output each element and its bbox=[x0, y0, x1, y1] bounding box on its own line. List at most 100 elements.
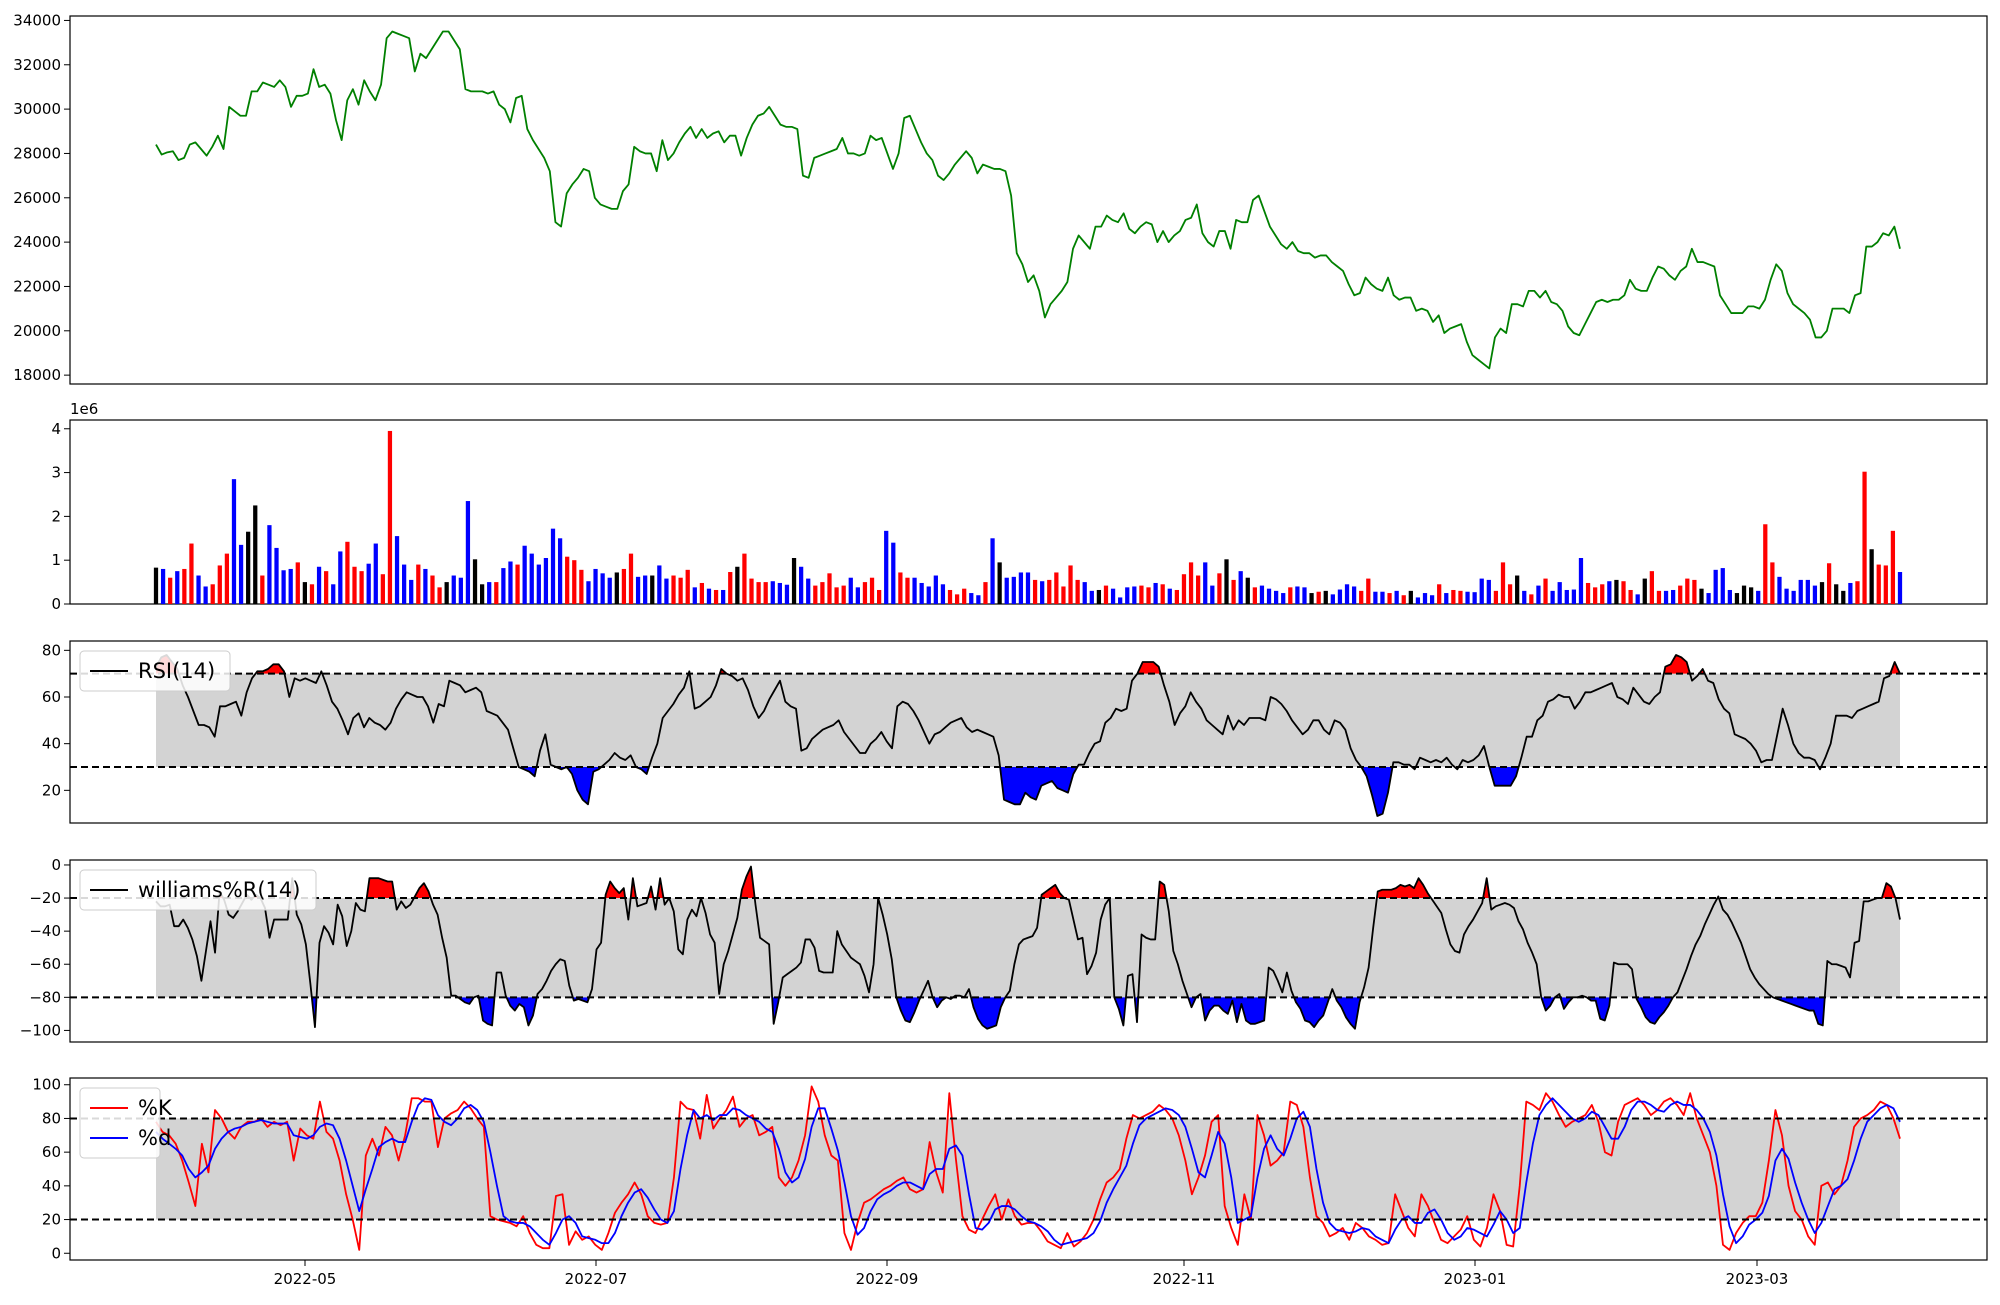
volume-bar bbox=[1557, 582, 1562, 604]
volume-bar bbox=[572, 560, 577, 604]
volume-bar bbox=[912, 577, 917, 604]
volume-bar bbox=[1635, 594, 1640, 604]
volume-bar bbox=[394, 536, 400, 604]
volume-bar bbox=[1812, 585, 1818, 604]
volume-bar bbox=[366, 563, 371, 604]
volume-bar bbox=[799, 566, 804, 604]
y-tick-label: 20000 bbox=[13, 322, 61, 340]
y-tick-label: 0 bbox=[51, 1244, 61, 1262]
volume-bar bbox=[1628, 589, 1633, 604]
volume-bar bbox=[1259, 585, 1265, 604]
volume-bar bbox=[919, 582, 924, 604]
volume-bar bbox=[1805, 579, 1810, 604]
volume-bar bbox=[1316, 591, 1321, 604]
volume-bar bbox=[1422, 593, 1428, 604]
volume-bar bbox=[1160, 584, 1165, 604]
y-tick-label: 32000 bbox=[13, 56, 61, 74]
volume-bar bbox=[494, 582, 499, 604]
oversold-fill bbox=[566, 767, 602, 805]
volume-bar bbox=[1047, 579, 1052, 604]
y-tick-label: 80 bbox=[42, 1109, 61, 1127]
volume-bar bbox=[976, 595, 981, 604]
williams-line bbox=[155, 865, 1901, 1030]
volume-bar bbox=[472, 559, 478, 604]
volume-bar bbox=[1281, 593, 1286, 604]
volume-bar bbox=[1380, 591, 1385, 604]
volume-bar bbox=[1401, 595, 1406, 604]
volume-bar bbox=[1784, 588, 1789, 604]
oversold-fill bbox=[1294, 997, 1330, 1028]
volume-bar bbox=[508, 561, 513, 604]
volume-bar bbox=[1139, 585, 1144, 604]
d-line bbox=[155, 1097, 1901, 1246]
volume-bar bbox=[1749, 587, 1754, 604]
volume-bar bbox=[1536, 585, 1541, 604]
volume-bar bbox=[1621, 581, 1626, 604]
legend-label: williams%R(14) bbox=[138, 878, 300, 902]
volume-bar bbox=[1741, 585, 1747, 604]
y-tick-label: 80 bbox=[42, 641, 61, 659]
volume-bar bbox=[182, 568, 187, 604]
volume-bar bbox=[1238, 571, 1243, 604]
volume-bar bbox=[550, 528, 556, 604]
volume-bar bbox=[877, 589, 882, 604]
volume-bar bbox=[735, 566, 740, 604]
legend-box bbox=[79, 1087, 161, 1159]
volume-bar bbox=[784, 584, 790, 604]
volume-bar bbox=[522, 545, 527, 604]
volume-bar bbox=[1522, 590, 1527, 604]
volume-bar bbox=[1656, 590, 1662, 604]
volume-bar bbox=[1075, 579, 1080, 604]
volume-bar bbox=[1642, 578, 1647, 604]
volume-bar bbox=[643, 575, 648, 604]
volume-bar bbox=[600, 573, 605, 604]
volume-bar bbox=[1763, 524, 1768, 604]
volume-bar bbox=[671, 575, 676, 604]
volume-bar bbox=[274, 547, 279, 604]
volume-bar bbox=[1018, 572, 1024, 604]
volume-bar bbox=[1529, 594, 1534, 604]
volume-bar bbox=[855, 587, 860, 604]
volume-bar bbox=[1472, 592, 1477, 604]
y-tick-label: 20 bbox=[42, 1211, 61, 1229]
legend-label: %K bbox=[138, 1096, 173, 1120]
volume-bar bbox=[1167, 588, 1172, 604]
oversold-fill bbox=[1636, 997, 1673, 1024]
volume-bar bbox=[402, 564, 407, 604]
volume-bar bbox=[281, 570, 286, 604]
volume-bar bbox=[706, 588, 712, 604]
volume-bar bbox=[1862, 471, 1867, 604]
volume-bar bbox=[749, 578, 754, 604]
y-tick-label: −20 bbox=[29, 889, 61, 907]
volume-bar bbox=[458, 577, 463, 604]
volume-bar bbox=[1663, 590, 1669, 604]
volume-bar bbox=[1458, 590, 1463, 604]
volume-bar bbox=[1359, 590, 1364, 604]
volume-bar bbox=[692, 587, 697, 604]
oversold-fill bbox=[896, 997, 921, 1023]
volume-bar bbox=[614, 572, 619, 604]
volume-bar bbox=[813, 585, 818, 604]
oversold-fill bbox=[1489, 767, 1519, 786]
oversold-fill bbox=[1201, 997, 1267, 1024]
volume-bar bbox=[309, 584, 315, 604]
y-tick-label: −40 bbox=[29, 922, 61, 940]
volume-bar bbox=[1848, 582, 1853, 604]
volume-bar bbox=[253, 505, 258, 604]
volume-bar bbox=[777, 582, 782, 604]
volume-bar bbox=[1210, 585, 1215, 604]
volume-bar bbox=[1181, 574, 1187, 604]
oversold-fill bbox=[1772, 997, 1825, 1026]
volume-bar bbox=[1692, 579, 1697, 604]
volume-bar bbox=[1713, 569, 1718, 604]
y-tick-label: 18000 bbox=[13, 366, 61, 384]
rsi-axes bbox=[69, 640, 1988, 824]
volume-bar bbox=[1727, 589, 1732, 604]
volume-bar bbox=[1465, 591, 1470, 604]
volume-bar bbox=[543, 558, 549, 604]
volume-bar bbox=[827, 573, 832, 604]
y-tick-label: 2 bbox=[51, 507, 61, 525]
threshold-band bbox=[156, 673, 1900, 767]
